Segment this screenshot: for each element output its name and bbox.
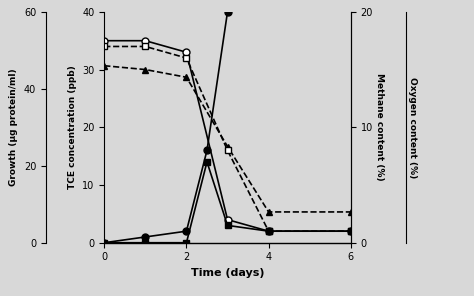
Y-axis label: TCE concentration (ppb): TCE concentration (ppb) [68, 65, 77, 189]
X-axis label: Time (days): Time (days) [191, 268, 264, 278]
Y-axis label: Methane content (%): Methane content (%) [375, 73, 384, 181]
Y-axis label: Oxygen content (%): Oxygen content (%) [409, 77, 418, 178]
Y-axis label: Growth (μg protein/ml): Growth (μg protein/ml) [9, 68, 18, 186]
